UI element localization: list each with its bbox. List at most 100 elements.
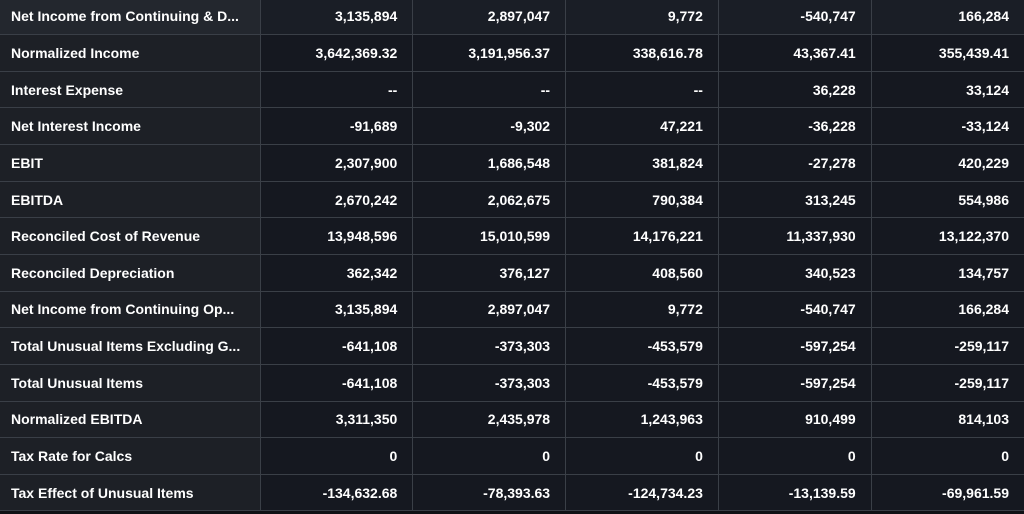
table-cell: 13,122,370 xyxy=(871,217,1024,255)
table-row[interactable]: Net Interest Income -91,689 -9,302 47,221 -3… xyxy=(0,107,1024,146)
table-cell: -453,579 xyxy=(565,364,719,402)
row-label: Tax Rate for Calcs xyxy=(0,437,261,475)
table-cell: -124,734.23 xyxy=(565,474,719,512)
table-cell: 338,616.78 xyxy=(565,34,719,72)
table-cell: 1,686,548 xyxy=(412,144,567,182)
table-cell: 381,824 xyxy=(565,144,719,182)
table-cell: -- xyxy=(260,71,414,109)
table-cell: 9,772 xyxy=(565,291,719,329)
table-cell: 340,523 xyxy=(718,254,872,292)
row-label: Total Unusual Items Excluding G... xyxy=(0,327,261,365)
table-cell: 3,311,350 xyxy=(260,401,414,439)
table-cell: -453,579 xyxy=(565,327,719,365)
table-row[interactable]: Tax Rate for Calcs 0 0 0 0 0 xyxy=(0,437,1024,475)
table-cell: 0 xyxy=(871,437,1024,475)
row-label: Net Income from Continuing Op... xyxy=(0,291,261,329)
row-label: EBITDA xyxy=(0,181,261,219)
table-cell: 36,228 xyxy=(718,71,872,109)
table-cell: -9,302 xyxy=(412,107,567,146)
row-label: EBIT xyxy=(0,144,261,182)
row-label: Reconciled Depreciation xyxy=(0,254,261,292)
table-cell: 3,135,894 xyxy=(260,0,414,36)
row-label: Net Income from Continuing & D... xyxy=(0,0,261,36)
table-cell: 3,642,369.32 xyxy=(260,34,414,72)
table-cell: -13,139.59 xyxy=(718,474,872,512)
table-row[interactable]: Total Unusual Items Excluding G... -641,1… xyxy=(0,327,1024,365)
table-cell: 3,191,956.37 xyxy=(412,34,567,72)
table-cell: -540,747 xyxy=(718,0,872,36)
table-cell: -78,393.63 xyxy=(412,474,567,512)
table-row[interactable]: Normalized Income 3,642,369.32 3,191,956.3… xyxy=(0,34,1024,72)
table-row[interactable]: Interest Expense -- -- -- 36,228 33,124 xyxy=(0,71,1024,109)
table-cell: 554,986 xyxy=(871,181,1024,219)
table-cell: -597,254 xyxy=(718,364,872,402)
table-cell: 11,337,930 xyxy=(718,217,872,255)
table-cell: 2,435,978 xyxy=(412,401,567,439)
table-cell: -641,108 xyxy=(260,364,414,402)
table-cell: -373,303 xyxy=(412,364,567,402)
table-cell: -33,124 xyxy=(871,107,1024,146)
table-cell: 14,176,221 xyxy=(565,217,719,255)
table-cell: -641,108 xyxy=(260,327,414,365)
table-cell: 2,897,047 xyxy=(412,291,567,329)
table-cell: 420,229 xyxy=(871,144,1024,182)
table-cell: 15,010,599 xyxy=(412,217,567,255)
row-label: Normalized Income xyxy=(0,34,261,72)
table-cell: 134,757 xyxy=(871,254,1024,292)
row-label: Net Interest Income xyxy=(0,107,261,146)
row-label: Normalized EBITDA xyxy=(0,401,261,439)
table-cell: 2,670,242 xyxy=(260,181,414,219)
row-label: Interest Expense xyxy=(0,71,261,109)
table-cell: 9,772 xyxy=(565,0,719,36)
table-cell: -540,747 xyxy=(718,291,872,329)
table-row[interactable]: Net Income from Continuing & D... 3,135,8… xyxy=(0,0,1024,36)
table-cell: 166,284 xyxy=(871,291,1024,329)
table-row[interactable]: EBIT 2,307,900 1,686,548 381,824 -27,278 420,… xyxy=(0,144,1024,182)
table-cell: 790,384 xyxy=(565,181,719,219)
table-cell: -91,689 xyxy=(260,107,414,146)
row-label: Reconciled Cost of Revenue xyxy=(0,217,261,255)
row-label: Tax Effect of Unusual Items xyxy=(0,474,261,512)
table-cell: 43,367.41 xyxy=(718,34,872,72)
table-cell: 33,124 xyxy=(871,71,1024,109)
table-row[interactable]: Total Unusual Items -641,108 -373,303 -453,… xyxy=(0,364,1024,402)
table-cell: 2,307,900 xyxy=(260,144,414,182)
table-row[interactable]: Net Income from Continuing Op... 3,135,89… xyxy=(0,291,1024,329)
table-cell: -597,254 xyxy=(718,327,872,365)
table-cell: -69,961.59 xyxy=(871,474,1024,512)
table-cell: 3,135,894 xyxy=(260,291,414,329)
table-row[interactable]: Reconciled Cost of Revenue 13,948,596 15,0… xyxy=(0,217,1024,255)
table-cell: 313,245 xyxy=(718,181,872,219)
row-label: Total Unusual Items xyxy=(0,364,261,402)
table-cell: 355,439.41 xyxy=(871,34,1024,72)
table-row[interactable]: Tax Effect of Unusual Items -134,632.68 -7… xyxy=(0,474,1024,512)
table-cell: 376,127 xyxy=(412,254,567,292)
table-cell: -373,303 xyxy=(412,327,567,365)
table-cell: 166,284 xyxy=(871,0,1024,36)
table-row[interactable]: Normalized EBITDA 3,311,350 2,435,978 1,243… xyxy=(0,401,1024,439)
table-cell: -259,117 xyxy=(871,364,1024,402)
table-row[interactable]: EBITDA 2,670,242 2,062,675 790,384 313,245 55… xyxy=(0,181,1024,219)
table-cell: 814,103 xyxy=(871,401,1024,439)
table-cell: -134,632.68 xyxy=(260,474,414,512)
table-cell: 362,342 xyxy=(260,254,414,292)
table-cell: -259,117 xyxy=(871,327,1024,365)
table-cell: 0 xyxy=(260,437,414,475)
table-cell: 910,499 xyxy=(718,401,872,439)
table-cell: 0 xyxy=(718,437,872,475)
table-cell: -- xyxy=(565,71,719,109)
table-cell: 13,948,596 xyxy=(260,217,414,255)
table-row[interactable]: Reconciled Depreciation 362,342 376,127 408… xyxy=(0,254,1024,292)
table-cell: 1,243,963 xyxy=(565,401,719,439)
table-cell: 2,062,675 xyxy=(412,181,567,219)
table-cell: 0 xyxy=(565,437,719,475)
table-cell: -- xyxy=(412,71,567,109)
table-cell: -36,228 xyxy=(718,107,872,146)
table-cell: 408,560 xyxy=(565,254,719,292)
table-cell: -27,278 xyxy=(718,144,872,182)
table-cell: 0 xyxy=(412,437,567,475)
table-cell: 2,897,047 xyxy=(412,0,567,36)
table-cell: 47,221 xyxy=(565,107,719,146)
